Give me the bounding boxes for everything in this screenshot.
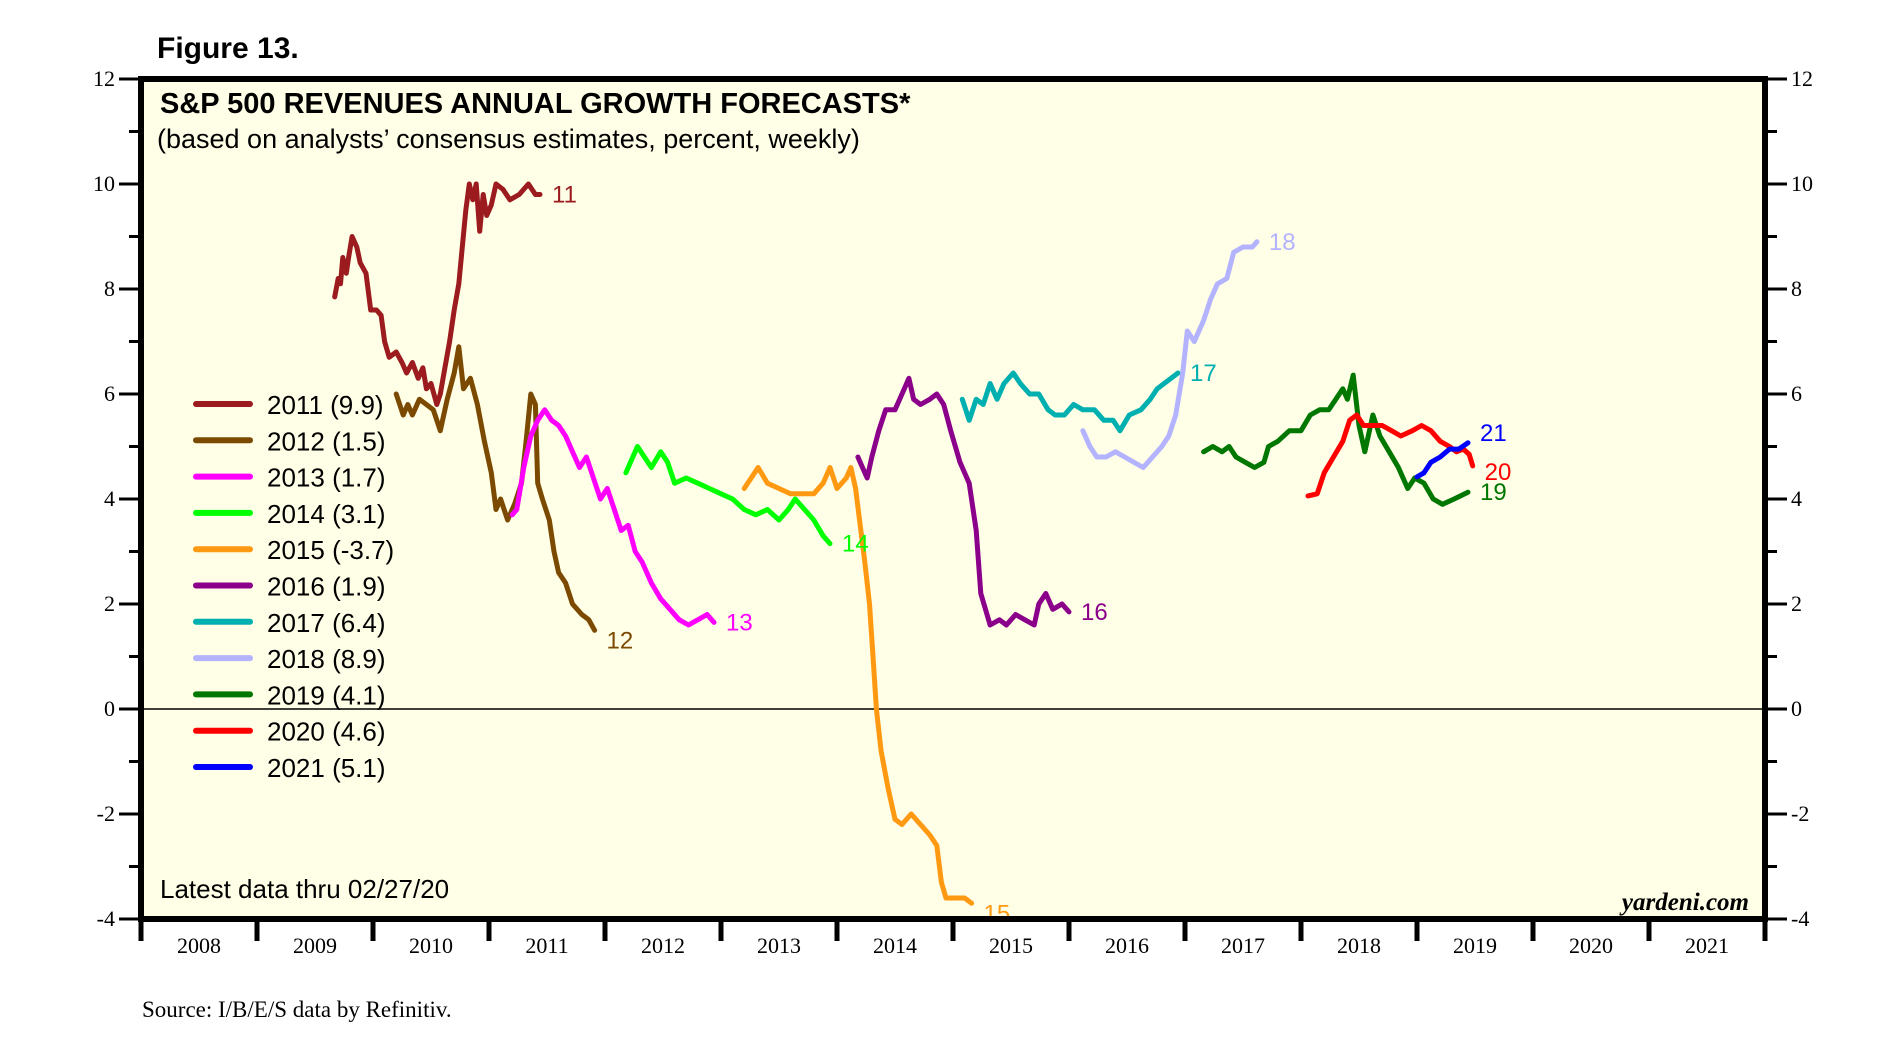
series-line-2019 [1201, 372, 1471, 507]
legend-label-2015: 2015 (-3.7) [267, 535, 394, 565]
x-tick-label: 2021 [1685, 933, 1729, 958]
y-tick-label: 12 [1791, 66, 1813, 91]
x-axis: 2008 2009 2010 2011 2012 2013 2014 2015 2016 2017… [138, 919, 1768, 958]
legend-label-2019: 2019 (4.1) [267, 680, 386, 710]
y-tick-label: 2 [1791, 591, 1802, 616]
series-group [332, 181, 1476, 906]
end-label-2011: 11 [552, 182, 577, 209]
latest-data-note: Latest data thru 02/27/20 [160, 874, 449, 904]
series-line-2018 [1080, 239, 1260, 470]
x-tick-label: 2017 [1221, 933, 1265, 958]
legend-label-2014: 2014 (3.1) [267, 499, 386, 529]
series-line-2011 [332, 181, 543, 407]
y-axis-left: -4 -2 0 2 4 6 8 10 12 [93, 66, 141, 931]
y-tick-label: 2 [104, 591, 115, 616]
figure-label: Figure 13. [157, 32, 299, 65]
series-line-2014 [623, 444, 833, 547]
legend-label-2017: 2017 (6.4) [267, 608, 386, 638]
y-tick-label: -4 [97, 906, 115, 931]
y-tick-label: 10 [1791, 171, 1813, 196]
y-tick-label: -2 [1791, 801, 1809, 826]
series-line-2016 [855, 375, 1072, 628]
brand-label: yardeni.com [1619, 889, 1749, 916]
x-tick-label: 2009 [293, 933, 337, 958]
legend-label-2020: 2020 (4.6) [267, 717, 386, 747]
y-tick-label: 4 [104, 486, 115, 511]
end-label-2020: 20 [1485, 459, 1512, 486]
y-tick-label: 8 [104, 276, 115, 301]
x-tick-label: 2010 [409, 933, 453, 958]
x-tick-label: 2014 [873, 933, 917, 958]
y-tick-label: 6 [104, 381, 115, 406]
series-line-2017 [959, 370, 1181, 434]
y-tick-label: 0 [1791, 696, 1802, 721]
end-label-2017: 17 [1190, 360, 1217, 387]
y-tick-label: 4 [1791, 486, 1802, 511]
y-tick-label: 12 [93, 66, 115, 91]
series-line-2012 [393, 344, 598, 633]
y-tick-label: 6 [1791, 381, 1802, 406]
y-axis-right: -4 -2 0 2 4 6 8 10 12 [1765, 66, 1813, 931]
end-label-2018: 18 [1269, 229, 1296, 256]
series-line-2021 [1414, 440, 1471, 480]
x-tick-label: 2013 [757, 933, 801, 958]
end-label-2019: 19 [1480, 479, 1507, 506]
legend: 2011 (9.9) 2012 (1.5) 2013 (1.7) 2014 (3.1)… [193, 390, 394, 783]
legend-label-2016: 2016 (1.9) [267, 572, 386, 602]
legend-label-2011: 2011 (9.9) [267, 390, 384, 420]
x-tick-label: 2011 [525, 933, 568, 958]
end-label-2021: 21 [1480, 420, 1507, 447]
end-label-2013: 13 [726, 609, 753, 636]
x-tick-label: 2016 [1105, 933, 1149, 958]
end-label-2014: 14 [842, 531, 869, 558]
series-line-2015 [741, 465, 975, 906]
y-tick-label: 8 [1791, 276, 1802, 301]
y-tick-label: 0 [104, 696, 115, 721]
chart-title: S&P 500 REVENUES ANNUAL GROWTH FORECASTS… [160, 88, 911, 120]
end-label-2015: 15 [984, 900, 1011, 927]
x-tick-label: 2019 [1453, 933, 1497, 958]
y-tick-label: 10 [93, 171, 115, 196]
end-label-2016: 16 [1081, 599, 1108, 626]
legend-label-2013: 2013 (1.7) [267, 463, 386, 493]
legend-label-2018: 2018 (8.9) [267, 644, 386, 674]
x-tick-label: 2008 [177, 933, 221, 958]
x-tick-label: 2018 [1337, 933, 1381, 958]
x-tick-label: 2020 [1569, 933, 1613, 958]
x-tick-label: 2012 [641, 933, 685, 958]
y-tick-label: -4 [1791, 906, 1809, 931]
chart-subtitle: (based on analysts’ consensus estimates,… [157, 124, 860, 154]
y-tick-label: -2 [97, 801, 115, 826]
legend-label-2021: 2021 (5.1) [267, 753, 386, 783]
end-label-2012: 12 [607, 627, 634, 654]
x-tick-label: 2015 [989, 933, 1033, 958]
plot-area [141, 79, 1765, 919]
source-note: Source: I/B/E/S data by Refinitiv. [142, 997, 452, 1022]
series-line-2013 [509, 407, 717, 628]
legend-label-2012: 2012 (1.5) [267, 426, 386, 456]
